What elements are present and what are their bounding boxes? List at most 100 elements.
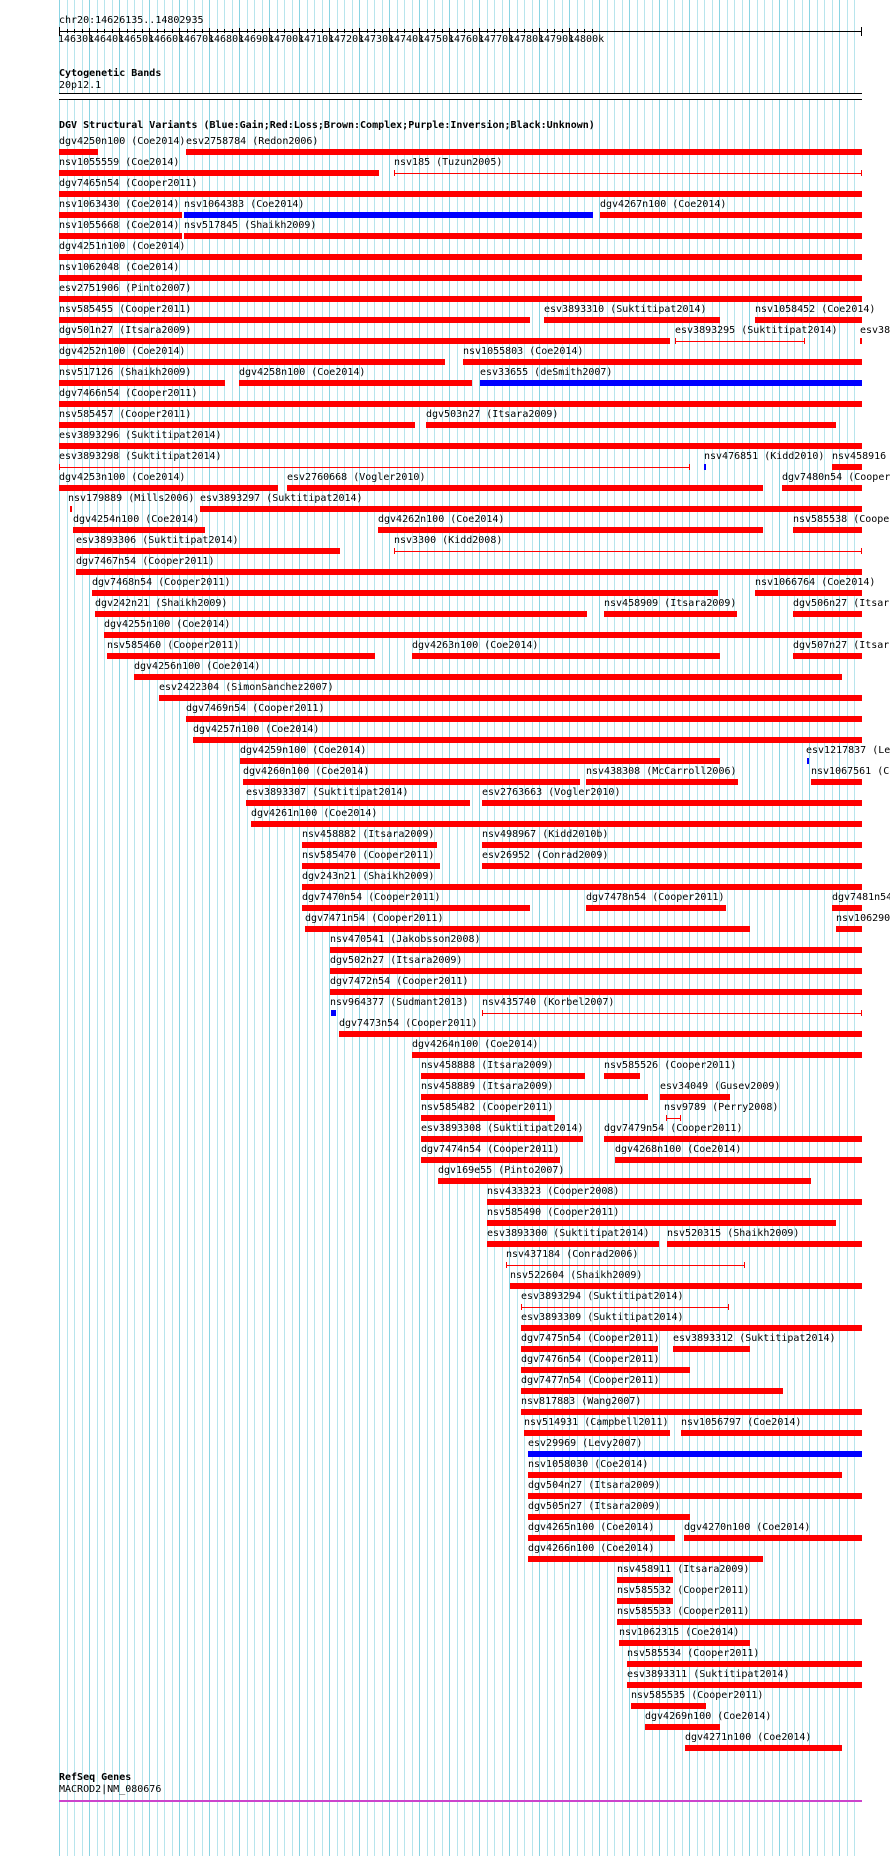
variant-bar[interactable] (528, 1514, 690, 1520)
variant-label[interactable]: nsv106290 (836, 913, 890, 924)
variant-bar[interactable] (330, 968, 862, 974)
variant-label[interactable]: dgv7473n54 (Cooper2011) (339, 1018, 478, 1029)
variant-label[interactable]: dgv505n27 (Itsara2009) (528, 1501, 661, 1512)
variant-bar[interactable] (421, 1094, 648, 1100)
variant-bar[interactable] (793, 611, 862, 617)
variant-label[interactable]: dgv501n27 (Itsara2009) (59, 325, 192, 336)
variant-bar[interactable] (95, 611, 587, 617)
variant-label[interactable]: esv3893307 (Suktitipat2014) (246, 787, 409, 798)
variant-label[interactable]: dgv7468n54 (Cooper2011) (92, 577, 231, 588)
variant-bar[interactable] (421, 1073, 585, 1079)
variant-bar[interactable] (302, 884, 862, 890)
variant-label[interactable]: nsv585533 (Cooper2011) (617, 1606, 750, 1617)
variant-label[interactable]: dgv7466n54 (Cooper2011) (59, 388, 198, 399)
variant-label[interactable]: dgv4253n100 (Coe2014) (59, 472, 186, 483)
variant-bar[interactable] (186, 149, 862, 155)
variant-label[interactable]: dgv7465n54 (Cooper2011) (59, 178, 198, 189)
variant-bar[interactable] (92, 590, 718, 596)
variant-label[interactable]: nsv585470 (Cooper2011) (302, 850, 435, 861)
variant-label[interactable]: dgv7470n54 (Cooper2011) (302, 892, 441, 903)
variant-label[interactable]: dgv4252n100 (Coe2014) (59, 346, 186, 357)
variant-bar[interactable] (134, 674, 842, 680)
variant-bar[interactable] (104, 632, 862, 638)
variant-bar[interactable] (412, 653, 720, 659)
variant-bar[interactable] (305, 926, 750, 932)
variant-label[interactable]: esv3893294 (Suktitipat2014) (521, 1291, 684, 1302)
variant-label[interactable]: nsv585532 (Cooper2011) (617, 1585, 750, 1596)
variant-bar[interactable] (600, 212, 862, 218)
variant-label[interactable]: esv34049 (Gusev2009) (660, 1081, 781, 1092)
variant-label[interactable]: nsv585455 (Cooper2011) (59, 304, 192, 315)
variant-bar[interactable] (631, 1703, 706, 1709)
variant-bar[interactable] (184, 212, 593, 218)
variant-label[interactable]: dgv7480n54 (Cooper (782, 472, 890, 483)
variant-label[interactable]: esv3893298 (Suktitipat2014) (59, 451, 222, 462)
variant-label[interactable]: dgv4264n100 (Coe2014) (412, 1039, 539, 1050)
variant-label[interactable]: dgv4258n100 (Coe2014) (239, 367, 366, 378)
variant-bar[interactable] (604, 1136, 862, 1142)
variant-label[interactable]: dgv4269n100 (Coe2014) (645, 1711, 772, 1722)
variant-label[interactable]: esv29969 (Levy2007) (528, 1438, 643, 1449)
variant-label[interactable]: dgv7471n54 (Cooper2011) (305, 913, 444, 924)
variant-line[interactable] (675, 341, 805, 342)
variant-label[interactable]: esv3893308 (Suktitipat2014) (421, 1123, 584, 1134)
variant-bar[interactable] (59, 296, 862, 302)
variant-bar[interactable] (586, 779, 738, 785)
variant-label[interactable]: dgv4251n100 (Coe2014) (59, 241, 186, 252)
variant-bar[interactable] (681, 1430, 862, 1436)
variant-label[interactable]: esv3893295 (Suktitipat2014) (675, 325, 838, 336)
variant-bar[interactable] (59, 233, 182, 239)
variant-label[interactable]: nsv179889 (Mills2006) (68, 493, 195, 504)
variant-bar[interactable] (673, 1346, 750, 1352)
variant-label[interactable]: nsv585460 (Cooper2011) (107, 640, 240, 651)
variant-bar[interactable] (59, 212, 182, 218)
cyto-band[interactable] (59, 93, 862, 100)
variant-label[interactable]: esv38 (860, 325, 890, 336)
variant-bar[interactable] (186, 716, 862, 722)
variant-label[interactable]: nsv964377 (Sudmant2013) (330, 997, 469, 1008)
variant-bar[interactable] (832, 464, 862, 470)
variant-label[interactable]: dgv502n27 (Itsara2009) (330, 955, 463, 966)
variant-label[interactable]: nsv458911 (Itsara2009) (617, 1564, 750, 1575)
variant-bar[interactable] (59, 191, 862, 197)
variant-bar[interactable] (59, 317, 530, 323)
variant-bar[interactable] (528, 1556, 763, 1562)
variant-bar[interactable] (482, 842, 862, 848)
variant-bar[interactable] (302, 905, 530, 911)
variant-label[interactable]: nsv517845 (Shaikh2009) (184, 220, 317, 231)
variant-line[interactable] (482, 1013, 862, 1014)
variant-bar[interactable] (793, 527, 862, 533)
variant-label[interactable]: nsv458889 (Itsara2009) (421, 1081, 554, 1092)
variant-label[interactable]: nsv433323 (Cooper2008) (487, 1186, 620, 1197)
variant-label[interactable]: dgv4265n100 (Coe2014) (528, 1522, 655, 1533)
variant-label[interactable]: dgv4250n100 (Coe2014) (59, 136, 186, 147)
variant-bar[interactable] (331, 1010, 336, 1016)
variant-label[interactable]: dgv4263n100 (Coe2014) (412, 640, 539, 651)
variant-bar[interactable] (339, 1031, 862, 1037)
variant-label[interactable]: nsv585482 (Cooper2011) (421, 1102, 554, 1113)
variant-label[interactable]: nsv1067561 (Co (811, 766, 890, 777)
variant-label[interactable]: dgv4255n100 (Coe2014) (104, 619, 231, 630)
variant-label[interactable]: dgv4267n100 (Coe2014) (600, 199, 727, 210)
variant-label[interactable]: nsv458916 (832, 451, 887, 462)
variant-bar[interactable] (660, 1094, 730, 1100)
variant-bar[interactable] (482, 800, 862, 806)
variant-bar[interactable] (617, 1598, 673, 1604)
variant-label[interactable]: esv3893297 (Suktitipat2014) (200, 493, 363, 504)
variant-bar[interactable] (782, 485, 862, 491)
variant-label[interactable]: esv3893312 (Suktitipat2014) (673, 1333, 836, 1344)
variant-bar[interactable] (302, 842, 437, 848)
variant-bar[interactable] (107, 653, 375, 659)
variant-label[interactable]: dgv7469n54 (Cooper2011) (186, 703, 325, 714)
variant-label[interactable]: dgv7477n54 (Cooper2011) (521, 1375, 660, 1386)
variant-bar[interactable] (604, 611, 737, 617)
variant-label[interactable]: nsv3300 (Kidd2008) (394, 535, 503, 546)
variant-bar[interactable] (627, 1661, 862, 1667)
variant-label[interactable]: nsv1058030 (Coe2014) (528, 1459, 649, 1470)
variant-label[interactable]: dgv4262n100 (Coe2014) (378, 514, 505, 525)
variant-bar[interactable] (755, 317, 862, 323)
variant-label[interactable]: esv2422304 (SimonSanchez2007) (159, 682, 334, 693)
variant-label[interactable]: esv1217837 (Le (806, 745, 890, 756)
variant-line[interactable] (521, 1307, 729, 1308)
variant-bar[interactable] (480, 380, 862, 386)
